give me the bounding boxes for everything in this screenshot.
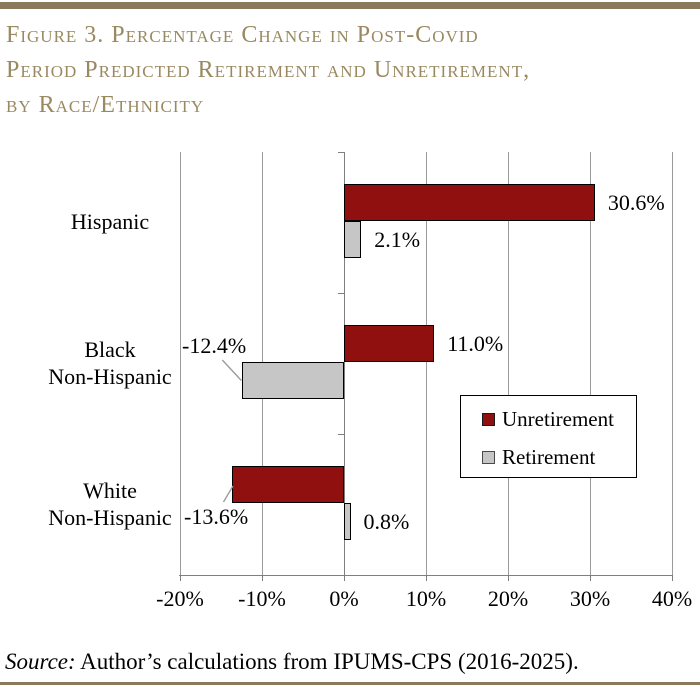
bar-retirement-white-non-hispanic [344, 503, 351, 540]
chart-legend: Unretirement Retirement [460, 395, 637, 478]
retirement-swatch-icon [482, 450, 495, 464]
value-label-retirement-black-non-hispanic: -12.4% [182, 333, 247, 358]
x-tick-label: 10% [405, 586, 447, 611]
leader-line [221, 359, 242, 381]
bar-unretirement-white-non-hispanic [232, 466, 344, 503]
x-tick-label: -20% [156, 586, 204, 611]
gridline [425, 152, 427, 575]
figure-title: Figure 3. Percentage Change in Post-Covi… [6, 18, 698, 123]
source-text: Author’s calculations from IPUMS-CPS (20… [75, 649, 579, 674]
legend-item-unretirement: Unretirement [482, 407, 614, 431]
value-label-unretirement-black-non-hispanic: 11.0% [447, 330, 504, 356]
gridline [179, 152, 181, 575]
category-label: Hispanic [10, 208, 210, 235]
x-axis-tick [589, 575, 591, 581]
x-axis-tick [261, 575, 263, 581]
x-tick-label: 30% [569, 586, 611, 611]
bar-retirement-black-non-hispanic [242, 362, 344, 399]
category-label-line: Non-Hispanic [48, 504, 172, 530]
category-label-line: Black [84, 336, 136, 362]
figure-title-line-2: Period Predicted Retirement and Unretire… [6, 57, 531, 83]
bar-retirement-hispanic [344, 221, 362, 258]
figure-title-line-3: by Race/Ethnicity [6, 92, 205, 118]
x-axis-tick [343, 575, 345, 581]
x-axis-tick [507, 575, 509, 581]
x-axis-tick [671, 575, 673, 581]
legend-label-retirement: Retirement [502, 445, 596, 469]
category-label-line: Hispanic [70, 209, 150, 234]
top-rule [0, 2, 700, 9]
x-tick-label: 20% [487, 586, 529, 611]
legend-item-retirement: Retirement [482, 445, 595, 469]
category-label: Black Non-Hispanic [10, 336, 210, 390]
gridline [507, 152, 509, 575]
x-axis-tick [425, 575, 427, 581]
value-label-retirement-white-non-hispanic: 0.8% [363, 508, 410, 534]
x-tick-label: 0% [329, 586, 359, 611]
category-axis-tick [337, 152, 344, 153]
bottom-rule [0, 682, 700, 685]
figure-title-line-1: Figure 3. Percentage Change in Post-Covi… [6, 22, 479, 48]
x-tick-label: 40% [651, 586, 693, 611]
category-axis-tick [337, 293, 344, 294]
zero-axis-line [343, 152, 345, 575]
bar-unretirement-hispanic [344, 184, 595, 221]
value-label-retirement-hispanic: 2.1% [374, 226, 421, 252]
unretirement-swatch-icon [482, 412, 495, 426]
category-axis-tick [337, 434, 344, 435]
x-axis-tick [179, 575, 181, 581]
bar-unretirement-black-non-hispanic [344, 325, 435, 362]
source-label: Source: [5, 649, 76, 674]
category-label: White Non-Hispanic [10, 477, 210, 531]
source-note: Source: Author’s calculations from IPUMS… [5, 647, 699, 677]
legend-label-unretirement: Unretirement [502, 407, 614, 431]
category-label-line: White [83, 477, 137, 503]
x-tick-label: -10% [238, 586, 286, 611]
value-label-unretirement-hispanic: 30.6% [607, 189, 665, 215]
gridline [671, 152, 673, 575]
value-label-unretirement-white-non-hispanic: -13.6% [184, 504, 249, 529]
category-label-line: Non-Hispanic [48, 363, 172, 389]
gridline [589, 152, 591, 575]
